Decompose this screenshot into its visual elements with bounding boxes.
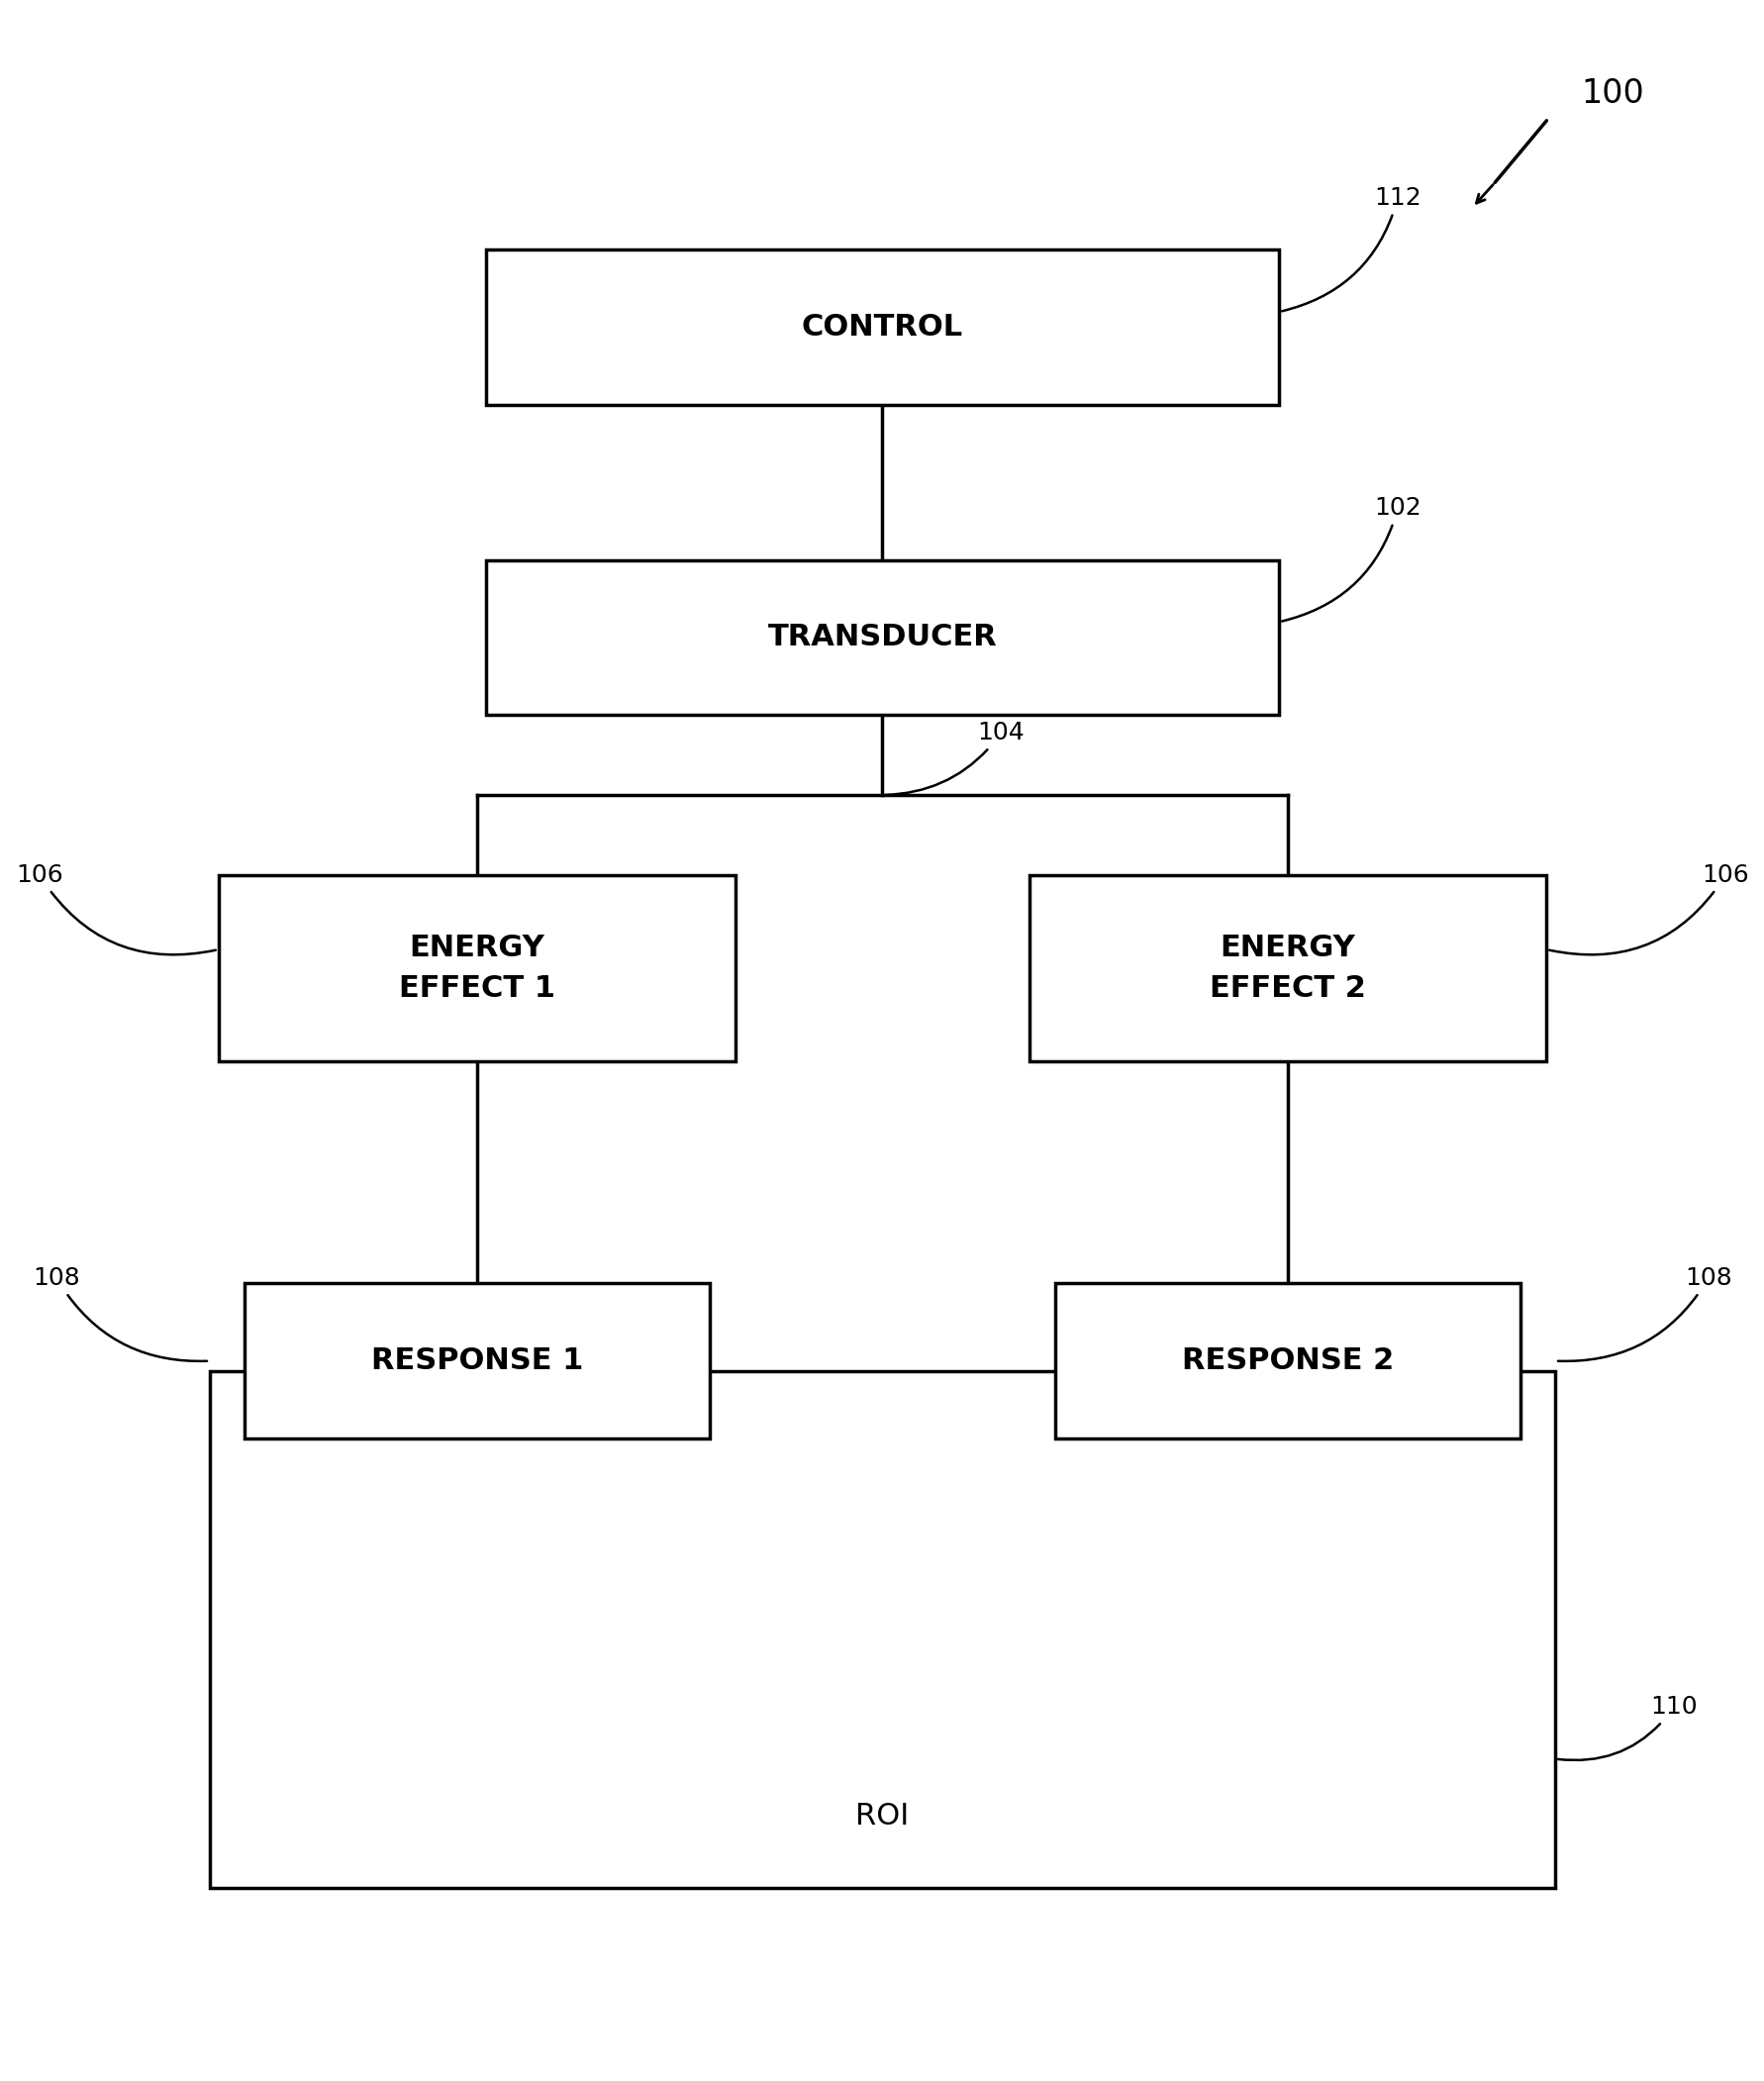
Text: ROI: ROI: [856, 1802, 908, 1829]
Text: ENERGY
EFFECT 2: ENERGY EFFECT 2: [1208, 934, 1365, 1003]
Text: 106: 106: [1549, 864, 1748, 955]
Bar: [485, 560, 1279, 716]
Bar: [485, 250, 1279, 406]
Text: RESPONSE 2: RESPONSE 2: [1182, 1346, 1394, 1376]
Text: 108: 108: [1558, 1267, 1730, 1361]
Bar: [1055, 1284, 1521, 1438]
Text: 106: 106: [16, 864, 215, 955]
Text: ENERGY
EFFECT 1: ENERGY EFFECT 1: [399, 934, 556, 1003]
Bar: [243, 1284, 709, 1438]
Text: 104: 104: [886, 722, 1025, 795]
Bar: [210, 1371, 1554, 1887]
Text: TRANSDUCER: TRANSDUCER: [767, 622, 997, 651]
Text: 102: 102: [1281, 495, 1420, 622]
Text: CONTROL: CONTROL: [801, 312, 963, 341]
Bar: [219, 876, 736, 1061]
Bar: [1028, 876, 1545, 1061]
Text: 110: 110: [1558, 1696, 1697, 1761]
Text: RESPONSE 1: RESPONSE 1: [370, 1346, 582, 1376]
Text: 112: 112: [1281, 185, 1420, 312]
Text: 108: 108: [34, 1267, 206, 1361]
Text: 100: 100: [1581, 77, 1644, 110]
